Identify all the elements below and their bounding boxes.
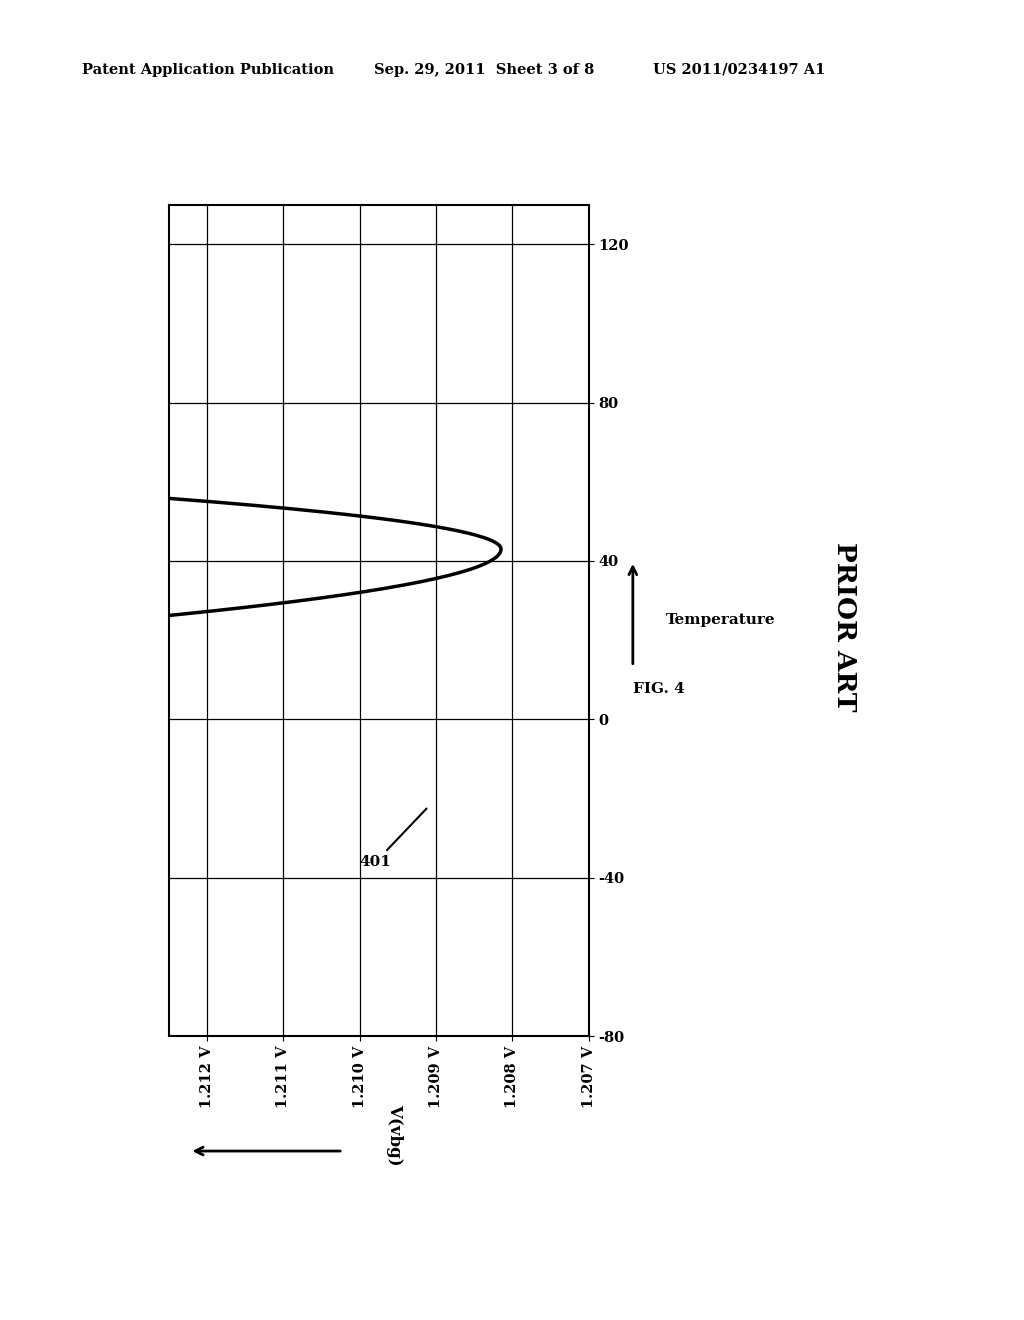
Text: Temperature: Temperature [666, 614, 775, 627]
Text: V(vbg): V(vbg) [386, 1105, 402, 1166]
Text: FIG. 4: FIG. 4 [633, 682, 685, 696]
Text: Patent Application Publication: Patent Application Publication [82, 63, 334, 77]
Text: Sep. 29, 2011  Sheet 3 of 8: Sep. 29, 2011 Sheet 3 of 8 [374, 63, 594, 77]
Text: 401: 401 [359, 809, 427, 869]
Text: US 2011/0234197 A1: US 2011/0234197 A1 [653, 63, 825, 77]
Text: PRIOR ART: PRIOR ART [833, 543, 857, 711]
